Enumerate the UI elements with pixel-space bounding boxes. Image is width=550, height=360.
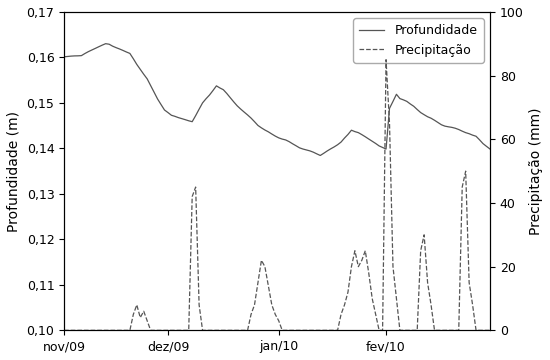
Precipitação (140, 309, 147, 314)
Profundidade (487, 147, 493, 151)
Profundidade (310, 150, 317, 154)
Precipitação (248, 312, 254, 316)
Precipitação (64, 328, 71, 333)
Precipitação (306, 328, 313, 333)
Profundidade (251, 120, 258, 124)
Precipitação (61, 328, 68, 333)
Y-axis label: Precipitação (mm): Precipitação (mm) (529, 107, 543, 235)
Profundidade (144, 77, 151, 81)
Line: Precipitação: Precipitação (64, 60, 490, 330)
Legend: Profundidade, Precipitação: Profundidade, Precipitação (353, 18, 483, 63)
Y-axis label: Profundidade (m): Profundidade (m) (7, 111, 21, 231)
Profundidade (61, 55, 68, 59)
Line: Profundidade: Profundidade (64, 44, 490, 156)
Precipitação (487, 328, 493, 333)
Profundidade (89, 48, 95, 52)
Profundidade (189, 120, 195, 124)
Profundidade (64, 54, 71, 59)
Profundidade (102, 41, 109, 46)
Profundidade (317, 153, 323, 158)
Precipitação (89, 328, 95, 333)
Precipitação (383, 58, 389, 62)
Precipitação (185, 328, 192, 333)
